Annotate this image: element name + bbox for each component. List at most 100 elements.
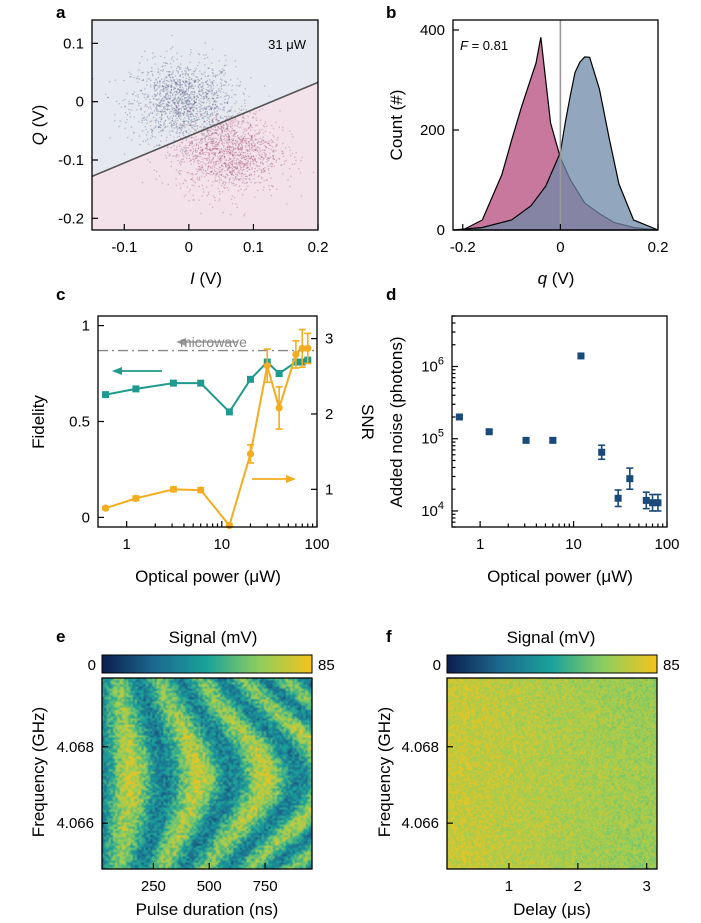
iq-point-0: [193, 99, 196, 101]
iq-point-0: [184, 117, 186, 119]
iq-point-0: [220, 82, 222, 84]
iq-point-0: [196, 96, 199, 98]
iq-point-1: [213, 168, 216, 170]
iq-point-0: [175, 107, 178, 109]
iq-point-0: [216, 130, 218, 132]
iq-point-1: [226, 146, 228, 148]
iq-point-0: [186, 88, 188, 90]
iq-point-1: [278, 157, 280, 160]
iq-point-1: [234, 131, 236, 134]
iq-point-1: [261, 128, 263, 131]
iq-point-1: [185, 130, 187, 132]
iq-point-1: [210, 141, 212, 143]
iq-point-0: [237, 113, 239, 115]
iq-point-1: [251, 144, 254, 146]
iq-point-1: [232, 147, 235, 149]
iq-point-1: [201, 167, 204, 169]
iq-point-1: [214, 131, 216, 134]
iq-point-0: [194, 92, 196, 94]
iq-point-1: [269, 144, 272, 146]
iq-point-1: [192, 158, 194, 160]
iq-point-0: [164, 96, 166, 98]
iq-point-1: [182, 182, 185, 185]
iq-point-1: [214, 152, 216, 155]
iq-point-1: [226, 164, 228, 166]
iq-point-0: [179, 126, 181, 129]
iq-point-1: [273, 165, 275, 167]
iq-point-1: [217, 160, 219, 162]
iq-point-1: [181, 161, 183, 163]
iq-point-0: [188, 82, 191, 84]
iq-point-0: [179, 94, 181, 96]
iq-point-0: [170, 58, 173, 60]
iq-point-0: [174, 83, 177, 85]
iq-point-1: [233, 148, 235, 150]
iq-point-0: [160, 104, 163, 106]
iq-point-1: [205, 143, 208, 145]
iq-point-1: [245, 159, 247, 161]
iq-point-1: [237, 158, 239, 160]
iq-point-1: [196, 114, 198, 116]
iq-point-1: [183, 161, 186, 163]
iq-point-1: [219, 158, 221, 160]
iq-point-0: [162, 124, 165, 126]
iq-point-0: [220, 91, 222, 93]
iq-point-0: [124, 111, 127, 114]
iq-point-1: [192, 174, 194, 176]
iq-point-0: [227, 110, 229, 112]
iq-point-1: [228, 138, 231, 141]
iq-point-1: [230, 109, 232, 112]
x-tick-label: 1: [476, 536, 484, 553]
iq-point-1: [213, 162, 215, 164]
iq-point-1: [214, 145, 217, 147]
iq-point-1: [249, 168, 251, 171]
iq-point-1: [235, 176, 237, 178]
iq-point-0: [172, 80, 174, 82]
iq-point-0: [202, 109, 204, 111]
iq-point-0: [176, 82, 178, 84]
iq-point-1: [254, 146, 256, 148]
iq-point-1: [214, 126, 216, 128]
iq-point-1: [208, 141, 210, 143]
iq-point-1: [218, 142, 220, 144]
iq-point-1: [220, 125, 222, 128]
iq-point-1: [289, 154, 292, 157]
iq-point-0: [206, 95, 208, 98]
iq-point-0: [199, 106, 202, 108]
iq-point-0: [206, 79, 208, 82]
iq-point-0: [172, 71, 174, 74]
iq-point-1: [229, 166, 231, 169]
iq-point-0: [184, 108, 186, 110]
iq-point-1: [207, 166, 209, 168]
iq-point-1: [216, 172, 218, 174]
iq-point-1: [173, 149, 176, 151]
iq-point-0: [148, 113, 150, 116]
iq-point-1: [247, 122, 249, 124]
iq-point-0: [153, 127, 155, 129]
iq-point-0: [206, 93, 208, 96]
iq-point-0: [164, 96, 166, 98]
iq-point-1: [277, 137, 279, 139]
iq-point-0: [159, 126, 162, 129]
iq-point-0: [187, 67, 189, 69]
iq-point-1: [214, 129, 216, 131]
iq-point-1: [198, 160, 200, 162]
iq-point-1: [219, 193, 221, 195]
iq-point-1: [224, 155, 226, 158]
iq-point-1: [272, 155, 274, 157]
iq-point-1: [258, 154, 260, 156]
iq-point-1: [187, 136, 189, 139]
iq-point-1: [247, 185, 249, 187]
iq-point-1: [272, 154, 274, 156]
iq-point-0: [177, 97, 179, 99]
iq-point-0: [160, 95, 162, 97]
iq-point-1: [244, 102, 246, 104]
iq-point-0: [174, 104, 176, 106]
iq-point-1: [216, 148, 218, 150]
plot-frame-e: [101, 677, 313, 870]
iq-point-0: [163, 78, 166, 80]
iq-point-1: [155, 178, 157, 180]
iq-point-0: [190, 106, 193, 109]
iq-point-1: [251, 167, 253, 169]
iq-point-0: [239, 84, 241, 86]
